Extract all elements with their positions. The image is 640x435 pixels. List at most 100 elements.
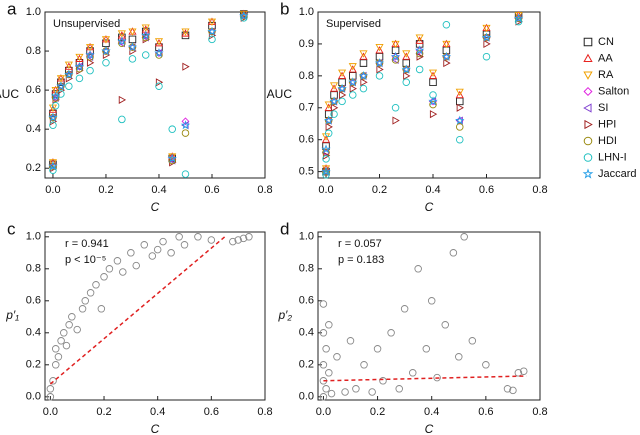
point bbox=[456, 123, 464, 131]
y-tick-label: 1.0 bbox=[299, 6, 314, 18]
y-tick-label: 0.2 bbox=[299, 359, 314, 371]
point bbox=[337, 83, 347, 93]
point bbox=[118, 39, 126, 47]
point bbox=[455, 115, 465, 125]
point bbox=[455, 88, 464, 97]
point bbox=[141, 51, 150, 59]
point bbox=[441, 51, 452, 61]
point bbox=[97, 305, 106, 313]
y-tick-label: 0.2 bbox=[26, 359, 41, 371]
point bbox=[428, 96, 438, 106]
point bbox=[360, 78, 368, 87]
x-tick-label: 0.2 bbox=[372, 184, 387, 196]
point bbox=[51, 102, 60, 110]
point bbox=[245, 233, 253, 241]
point bbox=[49, 121, 57, 129]
point bbox=[514, 369, 523, 377]
point bbox=[50, 91, 61, 100]
x-tick-label: 0.6 bbox=[204, 184, 219, 196]
x-tick-label: 0.0 bbox=[45, 184, 60, 196]
annotation: r = 0.941 bbox=[65, 238, 109, 250]
point bbox=[333, 353, 341, 361]
y-tick-label: 1.0 bbox=[299, 231, 314, 243]
annotation: Unsupervised bbox=[53, 18, 120, 30]
legend-label: SI bbox=[598, 102, 608, 114]
point bbox=[154, 38, 164, 46]
point bbox=[460, 233, 468, 241]
point bbox=[175, 233, 183, 241]
point bbox=[376, 65, 384, 74]
point bbox=[48, 104, 58, 112]
annotation: r = 0.057 bbox=[338, 238, 382, 250]
point bbox=[154, 39, 164, 47]
y-tick-label: 0.6 bbox=[26, 295, 41, 307]
point bbox=[181, 117, 190, 126]
x-tick-label: 0.6 bbox=[204, 406, 219, 418]
point bbox=[456, 103, 464, 112]
point bbox=[375, 44, 384, 52]
point bbox=[349, 91, 357, 99]
y-tick-label: 0.8 bbox=[299, 70, 314, 82]
point bbox=[338, 71, 347, 79]
point bbox=[168, 156, 176, 165]
legend-label: AA bbox=[598, 52, 613, 64]
point bbox=[429, 91, 437, 99]
point bbox=[321, 166, 331, 176]
point bbox=[155, 51, 163, 59]
point bbox=[359, 84, 368, 93]
point bbox=[375, 46, 384, 54]
point bbox=[341, 388, 349, 396]
point bbox=[346, 337, 355, 345]
x-tick-label: 0.8 bbox=[532, 184, 547, 196]
y-tick-label: 0.9 bbox=[299, 38, 314, 50]
y-axis-label: p′₁ bbox=[5, 308, 19, 322]
point bbox=[359, 59, 368, 67]
point bbox=[75, 74, 84, 83]
point bbox=[168, 156, 176, 165]
point bbox=[64, 69, 74, 79]
point bbox=[509, 386, 517, 395]
point bbox=[325, 369, 333, 377]
x-axis-label: C bbox=[151, 422, 160, 435]
point bbox=[117, 36, 127, 46]
x-tick-label: 0.0 bbox=[43, 406, 58, 418]
point bbox=[323, 115, 334, 125]
x-tick-label: 0.8 bbox=[257, 184, 272, 196]
y-tick-label: 1.0 bbox=[26, 6, 41, 18]
point bbox=[51, 361, 60, 369]
point bbox=[427, 297, 436, 305]
y-tick-label: 0.5 bbox=[299, 166, 314, 178]
point bbox=[62, 341, 71, 350]
point bbox=[119, 268, 127, 276]
point bbox=[154, 48, 164, 58]
point bbox=[48, 159, 58, 167]
legend-label: LHN-I bbox=[598, 151, 627, 163]
point bbox=[379, 377, 387, 385]
point bbox=[65, 74, 74, 83]
point bbox=[329, 96, 339, 106]
y-axis-label: AUC bbox=[267, 87, 293, 101]
point bbox=[86, 289, 95, 297]
point bbox=[348, 63, 357, 71]
point bbox=[56, 81, 66, 91]
point bbox=[482, 24, 491, 33]
point bbox=[229, 237, 237, 246]
point bbox=[330, 103, 339, 112]
point bbox=[428, 69, 438, 77]
point bbox=[101, 46, 111, 56]
panel-label: b bbox=[280, 0, 289, 18]
point bbox=[65, 82, 73, 90]
legend-marker bbox=[583, 71, 593, 80]
point bbox=[322, 345, 330, 353]
point bbox=[348, 65, 357, 73]
point bbox=[155, 78, 164, 87]
point bbox=[101, 36, 111, 44]
point bbox=[401, 64, 411, 74]
point bbox=[359, 50, 368, 58]
point bbox=[481, 32, 492, 42]
point bbox=[48, 112, 58, 122]
point bbox=[57, 337, 65, 345]
point bbox=[374, 58, 385, 68]
point bbox=[105, 265, 114, 273]
point bbox=[402, 52, 411, 60]
